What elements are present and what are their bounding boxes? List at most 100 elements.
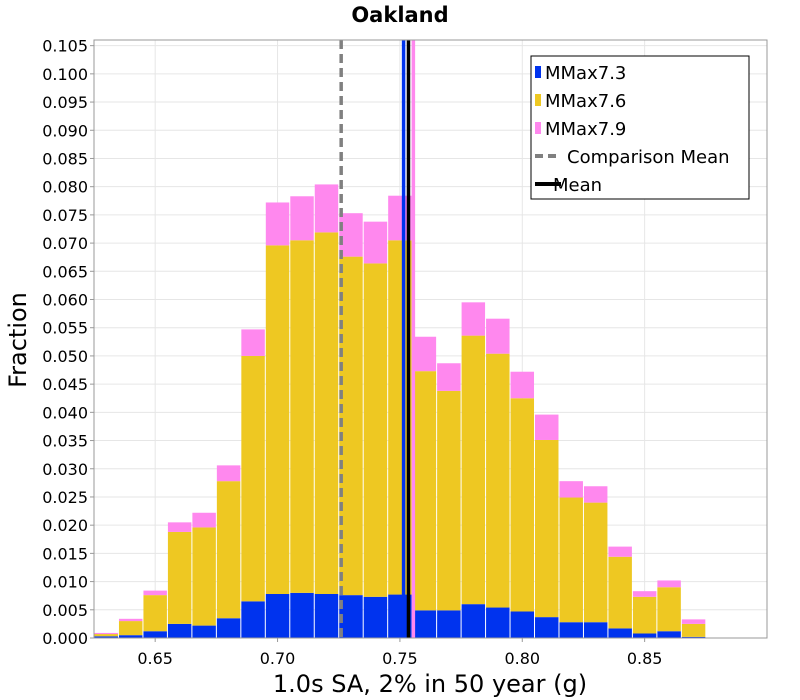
bar-segment (314, 184, 339, 233)
bar-segment (363, 596, 388, 638)
bar-segment (486, 353, 510, 608)
bar-segment (437, 610, 461, 638)
bar-segment (461, 302, 486, 336)
x-tick-label: 0.70 (260, 649, 296, 668)
bar-segment (216, 465, 241, 482)
bar-segment (94, 636, 118, 638)
y-tick-label: 0.020 (42, 516, 88, 535)
bar-segment (559, 497, 583, 623)
y-tick-label: 0.060 (42, 291, 88, 310)
y-tick-label: 0.030 (42, 460, 88, 479)
bar-segment (143, 595, 167, 632)
bar-segment (192, 625, 216, 638)
bar-segment (265, 593, 290, 638)
y-tick-label: 0.080 (42, 178, 88, 197)
y-tick-label: 0.035 (42, 432, 88, 451)
bar-segment (535, 617, 559, 638)
legend: MMax7.3 MMax7.6 MMax7.9 Comparison Mean Mean (530, 55, 750, 200)
bar-segment (314, 232, 339, 594)
y-tick-label: 0.055 (42, 319, 88, 338)
bar-segment (535, 439, 559, 618)
bar-segment (681, 623, 706, 637)
legend-label: Mean (553, 175, 602, 196)
bars-group (94, 184, 706, 638)
bar-segment (681, 636, 706, 638)
y-tick-label: 0.100 (42, 65, 88, 84)
bar-segment (118, 635, 143, 638)
bar-segment (363, 263, 388, 597)
bar-segment (118, 618, 143, 622)
plot-frame (93, 39, 768, 639)
x-tick-label: 0.80 (504, 649, 540, 668)
bar-segment (290, 240, 314, 593)
bar-segment (290, 196, 314, 241)
bar-segment (437, 390, 461, 611)
bar-segment (681, 619, 706, 624)
bar-segment (632, 591, 657, 597)
y-tick-label: 0.090 (42, 121, 88, 140)
bar-segment (388, 195, 412, 241)
bar-segment (535, 414, 559, 440)
bar-segment (657, 587, 681, 632)
bar-segment (118, 621, 143, 636)
bar-segment (192, 512, 216, 528)
bar-segment (486, 607, 510, 638)
bar-segment (486, 318, 510, 354)
y-tick-label: 0.000 (42, 629, 88, 648)
bar-segment (412, 371, 437, 611)
y-tick-label: 0.045 (42, 375, 88, 394)
bar-segment (339, 213, 363, 257)
bar-segment (461, 604, 486, 638)
mean-lines (339, 40, 416, 638)
bar-segment (314, 593, 339, 638)
bar-segment (241, 601, 265, 638)
bar-segment (583, 486, 608, 503)
legend-label: MMax7.6 (545, 91, 626, 112)
bar-segment (657, 580, 681, 588)
bar-segment (167, 531, 192, 624)
bar-segment (437, 363, 461, 391)
bar-segment (143, 631, 167, 638)
bar-segment (608, 556, 632, 629)
legend-swatch (535, 122, 541, 134)
y-tick-label: 0.065 (42, 262, 88, 281)
bar-segment (265, 202, 290, 246)
y-tick-label: 0.070 (42, 234, 88, 253)
bar-segment (510, 371, 535, 399)
bar-segment (412, 336, 437, 372)
bar-segment (339, 595, 363, 638)
bar-segment (363, 221, 388, 264)
y-tick-label: 0.075 (42, 206, 88, 225)
chart-title: Oakland (351, 3, 448, 27)
bar-segment (167, 623, 192, 638)
bar-segment (388, 240, 412, 595)
bar-segment (559, 481, 583, 498)
x-tick-label: 0.75 (382, 649, 418, 668)
bar-segment (608, 546, 632, 557)
x-axis-label: 1.0s SA, 2% in 50 year (g) (273, 670, 587, 698)
y-tick-label: 0.005 (42, 601, 88, 620)
x-axis-ticks: 0.65 0.70 0.75 0.80 0.85 (137, 638, 662, 668)
legend-label: MMax7.3 (545, 63, 626, 84)
bar-segment (241, 355, 265, 602)
bar-segment (632, 596, 657, 634)
bar-segment (632, 633, 657, 638)
bar-segment (167, 522, 192, 532)
y-tick-label: 0.050 (42, 347, 88, 366)
bar-segment (583, 502, 608, 623)
y-tick-label: 0.040 (42, 403, 88, 422)
y-tick-label: 0.015 (42, 544, 88, 563)
bar-segment (216, 481, 241, 619)
legend-swatch (535, 94, 541, 106)
bar-segment (241, 329, 265, 356)
y-axis-label: Fraction (4, 292, 32, 388)
legend-label: Comparison Mean (567, 147, 730, 168)
legend-label: MMax7.9 (545, 119, 626, 140)
legend-swatch (535, 66, 541, 78)
y-tick-label: 0.025 (42, 488, 88, 507)
bar-segment (339, 256, 363, 596)
y-axis-ticks: 0.000 0.005 0.010 0.015 0.020 0.025 0.030 0.035… (42, 37, 94, 648)
bar-segment (608, 628, 632, 638)
x-tick-label: 0.65 (137, 649, 173, 668)
